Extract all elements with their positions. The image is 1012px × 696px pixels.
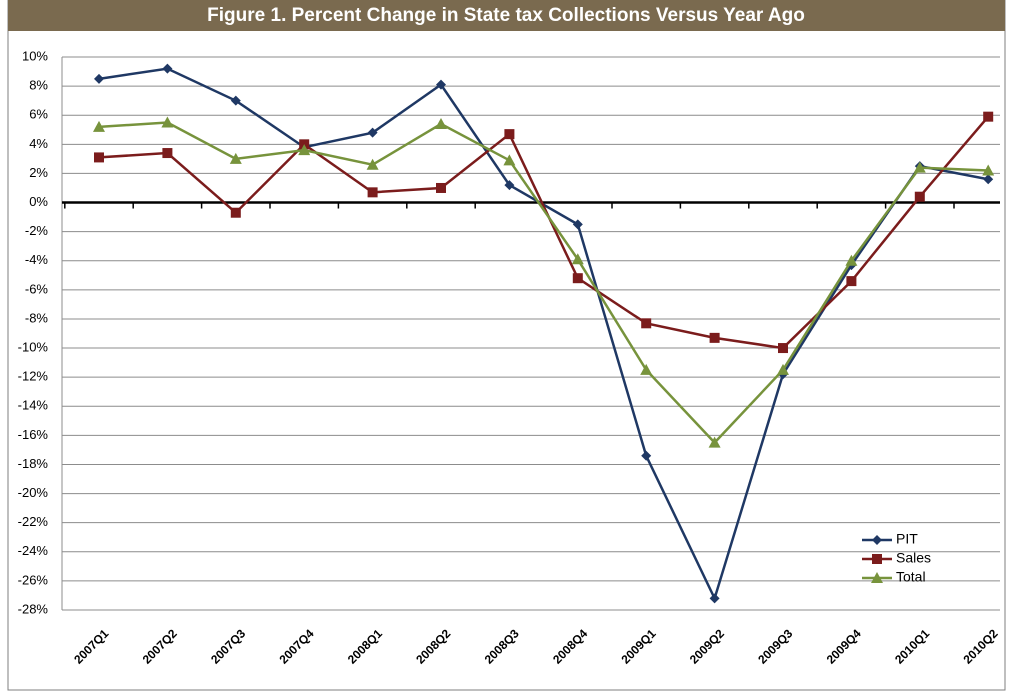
y-tick-label: -16% xyxy=(18,427,49,442)
marker xyxy=(162,63,173,74)
marker xyxy=(504,180,515,191)
x-tick-label: 2007Q1 xyxy=(71,626,111,666)
y-tick-label: -4% xyxy=(25,252,49,267)
legend-label: PIT xyxy=(896,531,918,547)
y-tick-label: -2% xyxy=(25,223,49,238)
marker xyxy=(572,219,583,230)
marker xyxy=(230,207,241,218)
legend-marker xyxy=(872,535,882,545)
y-tick-label: -10% xyxy=(18,339,49,354)
marker xyxy=(983,111,994,122)
marker xyxy=(298,144,311,156)
x-tick-label: 2007Q4 xyxy=(276,626,316,666)
marker xyxy=(435,117,447,129)
x-tick-label: 2009Q3 xyxy=(755,626,795,666)
x-tick-label: 2010Q2 xyxy=(960,626,1000,666)
marker xyxy=(366,158,379,170)
y-tick-label: -26% xyxy=(18,572,49,587)
marker xyxy=(983,174,994,185)
marker xyxy=(161,116,174,128)
y-tick-label: -14% xyxy=(18,398,49,413)
y-tick-label: 2% xyxy=(29,165,48,180)
marker xyxy=(230,95,241,106)
y-tick-label: -20% xyxy=(18,485,49,500)
x-tick-label: 2009Q2 xyxy=(687,626,727,666)
marker xyxy=(367,187,378,198)
x-tick-label: 2008Q4 xyxy=(550,626,590,666)
marker xyxy=(367,127,378,138)
marker xyxy=(641,318,652,329)
x-tick-label: 2009Q4 xyxy=(824,626,864,666)
series-line xyxy=(98,115,990,350)
x-tick-label: 2007Q2 xyxy=(140,626,180,666)
x-tick-label: 2009Q1 xyxy=(618,626,658,666)
y-tick-label: -6% xyxy=(25,281,49,296)
x-tick-label: 2008Q1 xyxy=(345,626,385,666)
y-tick-label: -18% xyxy=(18,456,49,471)
marker xyxy=(982,164,995,176)
marker xyxy=(778,343,788,354)
y-tick-label: 8% xyxy=(29,78,48,93)
marker xyxy=(436,79,446,90)
marker xyxy=(504,129,515,140)
y-tick-label: 10% xyxy=(22,48,48,63)
marker xyxy=(571,253,584,265)
marker xyxy=(94,152,104,163)
y-tick-label: -12% xyxy=(18,369,49,384)
legend-marker xyxy=(872,554,882,564)
y-tick-label: -24% xyxy=(18,543,49,558)
series-line xyxy=(98,67,989,602)
marker xyxy=(162,148,173,159)
marker xyxy=(436,182,446,193)
marker xyxy=(914,191,925,202)
marker xyxy=(229,152,242,164)
marker xyxy=(94,73,104,84)
marker xyxy=(845,254,858,266)
marker xyxy=(708,436,721,448)
legend-label: Sales xyxy=(896,550,931,566)
marker xyxy=(503,154,516,166)
marker xyxy=(641,450,652,461)
title-bar xyxy=(8,0,1005,31)
marker xyxy=(846,276,857,287)
x-tick-label: 2010Q1 xyxy=(892,626,932,666)
y-tick-label: -8% xyxy=(25,310,49,325)
marker xyxy=(640,363,653,375)
marker xyxy=(709,332,720,343)
y-tick-label: 0% xyxy=(29,194,48,209)
series-line xyxy=(98,121,989,445)
x-tick-label: 2008Q3 xyxy=(482,626,522,666)
y-tick-label: -22% xyxy=(18,514,49,529)
legend-label: Total xyxy=(896,569,926,585)
marker xyxy=(572,273,583,284)
chart-frame xyxy=(7,0,1006,691)
marker xyxy=(913,161,926,173)
chart-title: Figure 1. Percent Change in State tax Co… xyxy=(207,5,805,26)
marker xyxy=(709,593,720,604)
marker xyxy=(777,363,789,375)
y-tick-label: 4% xyxy=(29,136,48,151)
y-tick-label: 6% xyxy=(29,107,48,122)
legend-marker xyxy=(871,572,883,583)
y-tick-label: -28% xyxy=(18,601,49,616)
x-tick-label: 2007Q3 xyxy=(208,626,248,666)
x-tick-label: 2008Q2 xyxy=(413,626,453,666)
marker xyxy=(93,120,105,132)
